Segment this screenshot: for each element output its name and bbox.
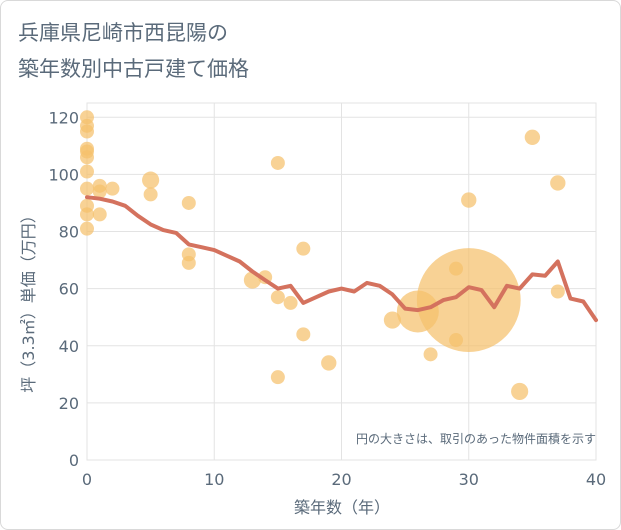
y-tick-label: 0 xyxy=(69,451,79,470)
trend-layer xyxy=(85,195,598,323)
x-tick-label: 30 xyxy=(459,470,479,489)
title-line-2: 築年数別中古戸建て価格 xyxy=(18,57,249,81)
data-point xyxy=(461,192,477,208)
data-point xyxy=(80,124,94,139)
data-point xyxy=(321,355,337,371)
data-point xyxy=(383,311,401,329)
data-point xyxy=(80,221,94,236)
data-point xyxy=(80,207,94,222)
data-point xyxy=(423,347,438,362)
data-point xyxy=(143,187,158,202)
data-point xyxy=(283,295,298,310)
y-tick-label: 80 xyxy=(59,223,79,242)
data-point xyxy=(296,241,311,256)
data-point xyxy=(524,129,541,145)
data-point xyxy=(142,171,160,189)
data-point xyxy=(92,184,107,199)
data-point xyxy=(105,181,120,196)
data-point xyxy=(181,195,196,210)
bubbles xyxy=(80,110,566,401)
data-point xyxy=(80,181,94,196)
x-tick-label: 20 xyxy=(331,470,351,489)
data-point xyxy=(181,255,196,270)
x-tick-label: 10 xyxy=(204,470,224,489)
axes: 0 10 20 30 40 0 20 40 60 80 100 120 xyxy=(48,108,606,489)
title-line-1: 兵庫県尼崎市西昆陽の xyxy=(18,21,228,45)
x-tick-label: 0 xyxy=(82,470,92,489)
y-tick-label: 20 xyxy=(59,394,79,413)
y-axis-label: 坪（3.3㎡）単価（万円） xyxy=(19,207,38,392)
data-point xyxy=(550,284,565,299)
data-point xyxy=(270,290,285,305)
y-tick-label: 120 xyxy=(48,108,79,127)
data-point xyxy=(80,150,94,165)
data-point xyxy=(416,248,521,352)
trend-line xyxy=(85,195,598,323)
data-point xyxy=(92,207,107,222)
data-point xyxy=(511,382,529,401)
data-point xyxy=(80,164,94,179)
x-axis-label: 築年数（年） xyxy=(294,498,390,517)
chart-title: 兵庫県尼崎市西昆陽の 築年数別中古戸建て価格 xyxy=(18,15,249,87)
data-point xyxy=(270,155,285,170)
x-tick-label: 40 xyxy=(586,470,606,489)
size-annotation: 円の大きさは、取引のあった物件面積を示す xyxy=(356,431,596,446)
data-point xyxy=(270,370,285,385)
data-point xyxy=(550,175,566,191)
grid xyxy=(86,102,597,461)
y-tick-label: 60 xyxy=(59,280,79,299)
y-tick-label: 100 xyxy=(48,165,79,184)
y-tick-label: 40 xyxy=(59,337,79,356)
data-point xyxy=(296,327,311,342)
